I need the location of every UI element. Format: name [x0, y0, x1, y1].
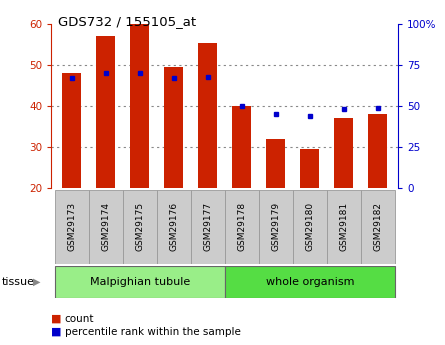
FancyBboxPatch shape: [123, 190, 157, 264]
Bar: [335, 118, 353, 188]
Text: GSM29180: GSM29180: [305, 202, 314, 252]
Bar: [300, 149, 319, 188]
FancyBboxPatch shape: [157, 190, 191, 264]
FancyBboxPatch shape: [225, 266, 395, 298]
FancyBboxPatch shape: [293, 190, 327, 264]
Bar: [267, 139, 285, 188]
Text: GSM29176: GSM29176: [169, 202, 178, 252]
Text: count: count: [65, 314, 94, 324]
FancyBboxPatch shape: [191, 190, 225, 264]
Text: percentile rank within the sample: percentile rank within the sample: [65, 327, 240, 337]
Text: ▶: ▶: [32, 277, 40, 287]
Text: ■: ■: [51, 314, 62, 324]
Bar: [232, 106, 251, 188]
FancyBboxPatch shape: [55, 266, 225, 298]
Text: GSM29173: GSM29173: [67, 202, 76, 252]
Bar: [198, 42, 217, 188]
Text: GSM29182: GSM29182: [373, 202, 382, 252]
Text: GSM29174: GSM29174: [101, 202, 110, 252]
Text: GSM29175: GSM29175: [135, 202, 144, 252]
FancyBboxPatch shape: [89, 190, 123, 264]
FancyBboxPatch shape: [327, 190, 361, 264]
Text: Malpighian tubule: Malpighian tubule: [89, 277, 190, 287]
FancyBboxPatch shape: [361, 190, 395, 264]
FancyBboxPatch shape: [55, 190, 89, 264]
Text: GSM29179: GSM29179: [271, 202, 280, 252]
Text: whole organism: whole organism: [266, 277, 354, 287]
Bar: [164, 67, 183, 188]
Bar: [130, 24, 149, 188]
Text: tissue: tissue: [2, 277, 35, 287]
Bar: [96, 37, 115, 188]
Bar: [62, 73, 81, 188]
Text: GSM29181: GSM29181: [340, 202, 348, 252]
Text: GSM29177: GSM29177: [203, 202, 212, 252]
Text: GDS732 / 155105_at: GDS732 / 155105_at: [58, 16, 196, 29]
Text: GSM29178: GSM29178: [237, 202, 246, 252]
Bar: [368, 114, 387, 188]
Text: ■: ■: [51, 327, 62, 337]
FancyBboxPatch shape: [225, 190, 259, 264]
FancyBboxPatch shape: [259, 190, 293, 264]
